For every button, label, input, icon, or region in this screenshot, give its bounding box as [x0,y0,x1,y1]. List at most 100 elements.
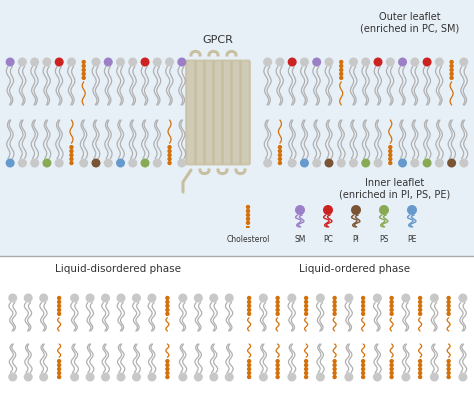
Text: PI: PI [353,235,359,244]
Circle shape [332,371,337,375]
Circle shape [418,375,422,379]
Circle shape [447,304,451,308]
Circle shape [70,293,79,303]
Circle shape [147,293,156,303]
Circle shape [57,375,61,379]
Circle shape [430,293,439,303]
Circle shape [275,312,280,316]
Circle shape [390,371,394,375]
Circle shape [259,293,268,303]
Circle shape [165,367,170,371]
FancyBboxPatch shape [186,60,196,164]
Circle shape [447,367,451,371]
Circle shape [418,312,422,316]
Circle shape [275,307,280,312]
Text: PC: PC [323,235,333,244]
Circle shape [390,312,394,316]
Circle shape [447,359,451,364]
Circle shape [178,372,187,382]
Circle shape [304,300,308,304]
Circle shape [423,158,432,168]
Circle shape [57,307,61,312]
Circle shape [390,296,394,300]
Circle shape [57,363,61,367]
Circle shape [332,312,337,316]
Circle shape [67,58,76,66]
Circle shape [332,367,337,371]
Circle shape [447,307,451,312]
Circle shape [30,158,39,168]
Circle shape [418,307,422,312]
Circle shape [247,304,251,308]
Circle shape [117,372,126,382]
Text: Inner leaflet
(enriched in PI, PS, PE): Inner leaflet (enriched in PI, PS, PE) [339,178,451,199]
Circle shape [361,304,365,308]
Circle shape [18,158,27,168]
Circle shape [42,158,51,168]
Circle shape [304,363,308,367]
Circle shape [418,363,422,367]
Circle shape [332,375,337,379]
Bar [0,0,474,255]
Circle shape [288,58,297,66]
Circle shape [24,372,33,382]
Circle shape [361,312,365,316]
Circle shape [407,205,417,215]
Circle shape [82,64,86,68]
Circle shape [418,304,422,308]
Circle shape [8,293,17,303]
Circle shape [165,371,170,375]
Circle shape [435,158,444,168]
Circle shape [6,158,15,168]
Circle shape [361,307,365,312]
Circle shape [165,58,174,66]
Circle shape [82,72,86,76]
FancyBboxPatch shape [213,60,223,164]
Circle shape [339,72,344,76]
Circle shape [210,372,219,382]
Circle shape [418,371,422,375]
Circle shape [167,157,172,161]
Circle shape [339,76,344,80]
Circle shape [177,58,186,66]
Circle shape [275,371,280,375]
Circle shape [246,213,250,217]
Circle shape [300,158,309,168]
Circle shape [86,372,95,382]
Circle shape [101,372,110,382]
Circle shape [132,293,141,303]
Circle shape [91,58,100,66]
Circle shape [447,375,451,379]
Circle shape [247,300,251,304]
Circle shape [39,293,48,303]
Circle shape [247,296,251,300]
Circle shape [104,158,113,168]
Circle shape [275,367,280,371]
Circle shape [82,68,86,72]
Circle shape [379,205,389,215]
Circle shape [153,158,162,168]
Circle shape [312,158,321,168]
Circle shape [361,371,365,375]
Circle shape [225,293,234,303]
Circle shape [246,220,250,225]
Circle shape [128,58,137,66]
Circle shape [8,372,17,382]
Circle shape [447,158,456,168]
Circle shape [165,363,170,367]
Circle shape [275,304,280,308]
Circle shape [278,145,282,150]
Circle shape [167,161,172,165]
Circle shape [388,153,392,157]
Circle shape [247,312,251,316]
Circle shape [210,293,219,303]
Circle shape [304,304,308,308]
Circle shape [57,367,61,371]
Circle shape [304,359,308,364]
Circle shape [117,293,126,303]
Circle shape [246,205,250,209]
Circle shape [167,145,172,150]
Circle shape [304,371,308,375]
Text: Liquid-disordered phase: Liquid-disordered phase [55,264,181,274]
Circle shape [401,372,410,382]
